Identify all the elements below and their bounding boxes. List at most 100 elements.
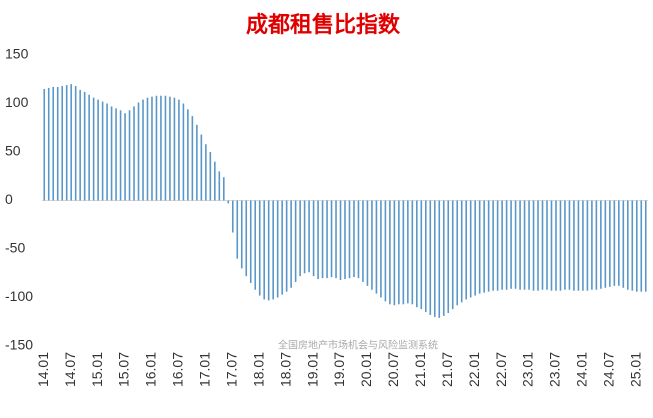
x-tick-label: 19.01 xyxy=(304,352,320,387)
bar xyxy=(236,200,239,259)
bar xyxy=(56,87,59,201)
bar xyxy=(559,200,562,291)
bar xyxy=(110,106,113,201)
bar xyxy=(627,200,629,290)
bar xyxy=(595,200,598,290)
bar xyxy=(609,200,611,287)
bar xyxy=(465,200,467,300)
bar xyxy=(483,200,485,293)
bar xyxy=(335,200,337,279)
bar xyxy=(312,200,315,277)
x-tick-label: 15.07 xyxy=(116,352,132,387)
bar xyxy=(285,200,288,292)
y-tick-label: -100 xyxy=(5,288,33,304)
bar xyxy=(460,200,463,303)
bar xyxy=(299,200,301,277)
bar xyxy=(366,200,369,286)
bar xyxy=(501,200,503,290)
bar xyxy=(407,200,409,304)
bar xyxy=(133,106,135,201)
bar xyxy=(267,200,270,301)
bar xyxy=(469,200,472,298)
x-tick-label: 22.07 xyxy=(493,352,509,387)
bar xyxy=(321,200,324,279)
bar xyxy=(142,99,144,201)
bar xyxy=(451,200,454,310)
bar xyxy=(357,200,360,279)
bar xyxy=(505,200,508,290)
bar xyxy=(70,84,72,201)
bar xyxy=(65,85,68,201)
bar xyxy=(635,200,638,292)
bar xyxy=(550,200,553,291)
bar xyxy=(640,200,643,292)
x-tick-label: 16.07 xyxy=(170,352,186,387)
x-tick-label: 21.01 xyxy=(412,352,428,387)
bar xyxy=(492,200,494,291)
bar xyxy=(326,200,328,279)
bar xyxy=(438,200,441,318)
y-tick-label: 50 xyxy=(5,143,21,159)
bar xyxy=(339,200,342,281)
bar xyxy=(330,200,333,278)
bar xyxy=(115,108,117,201)
bar xyxy=(146,97,149,201)
bar xyxy=(276,200,279,298)
x-tick-label: 16.01 xyxy=(143,352,159,387)
bar xyxy=(384,200,387,302)
bar xyxy=(393,200,396,306)
bar xyxy=(240,200,243,269)
bar xyxy=(47,87,50,201)
bar xyxy=(442,200,445,316)
bar xyxy=(371,200,373,290)
bar xyxy=(281,200,283,295)
bar xyxy=(119,110,122,201)
bar xyxy=(160,95,162,201)
bar xyxy=(272,200,274,300)
bar xyxy=(290,200,292,288)
x-tick-label: 25.01 xyxy=(627,352,643,387)
x-tick-label: 18.07 xyxy=(277,352,293,387)
x-tick-label: 20.01 xyxy=(358,352,374,387)
bar xyxy=(447,200,450,314)
bar xyxy=(532,200,535,291)
bar xyxy=(191,116,194,201)
bar xyxy=(258,200,261,296)
bar xyxy=(456,200,459,306)
x-tick-label: 17.07 xyxy=(223,352,239,387)
bar xyxy=(209,152,212,201)
bar xyxy=(61,86,63,201)
bar xyxy=(644,200,647,292)
bar xyxy=(537,200,539,291)
bar xyxy=(433,200,436,317)
bar xyxy=(546,200,548,290)
bar xyxy=(214,161,216,201)
bar xyxy=(618,200,620,286)
bar xyxy=(223,177,225,201)
bar xyxy=(375,200,378,294)
bar xyxy=(564,200,566,290)
bar xyxy=(362,200,364,282)
bar xyxy=(568,200,571,290)
bar xyxy=(200,134,203,201)
bar xyxy=(613,200,616,286)
bar xyxy=(425,200,427,313)
y-tick-label: 100 xyxy=(5,94,29,110)
bar xyxy=(496,200,499,291)
bar xyxy=(411,200,414,305)
x-tick-label: 15.01 xyxy=(89,352,105,387)
bar xyxy=(101,101,104,201)
bar xyxy=(344,200,346,280)
bar xyxy=(573,200,575,291)
x-tick-label: 20.07 xyxy=(385,352,401,387)
bar xyxy=(74,86,77,201)
bar xyxy=(308,200,310,273)
bar xyxy=(514,200,517,289)
x-tick-label: 23.01 xyxy=(520,352,536,387)
bar xyxy=(303,200,306,274)
x-tick-label: 19.07 xyxy=(331,352,347,387)
bar xyxy=(263,200,265,300)
bar xyxy=(519,200,521,290)
bar xyxy=(420,200,423,310)
